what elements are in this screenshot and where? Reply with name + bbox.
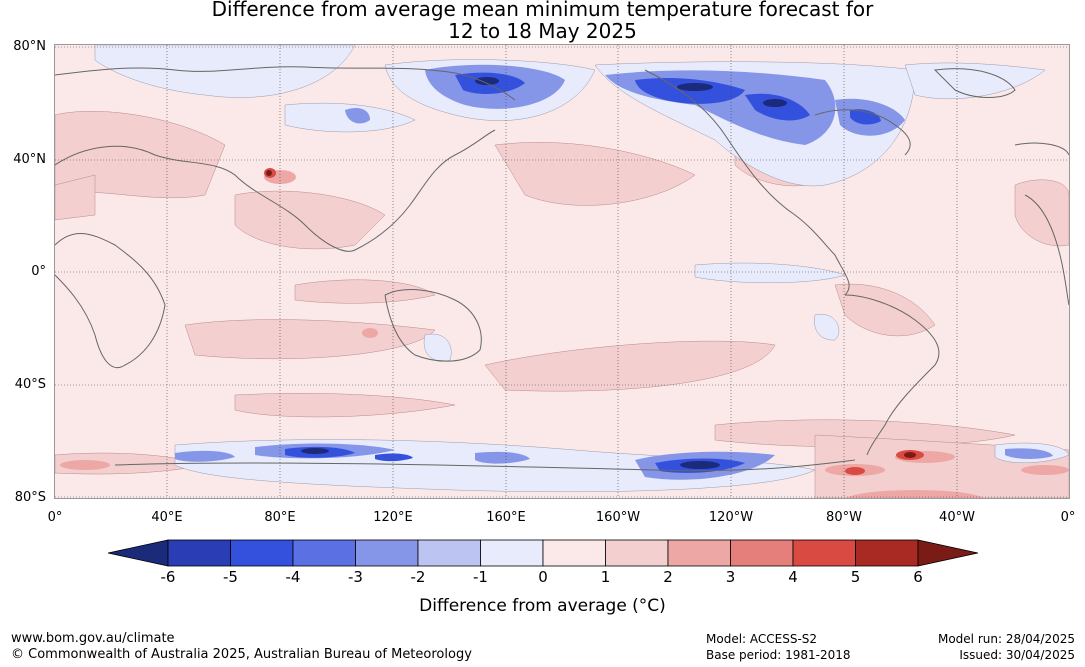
model-run-text: Model run: 28/04/2025: [937, 632, 1075, 646]
lon-label: 0°: [1060, 510, 1076, 525]
colorbar: [108, 539, 978, 567]
lon-label: 40°E: [151, 510, 183, 525]
colorbar-tick-label: 0: [538, 568, 548, 586]
lon-label: 160°W: [595, 510, 641, 525]
colorbar-segment: [417, 539, 481, 567]
lat-label-80n: 80°N: [13, 39, 46, 54]
colorbar-tick-label: 6: [913, 568, 923, 586]
colorbar-tick-label: -4: [285, 568, 301, 586]
colorbar-segment: [542, 539, 606, 567]
colorbar-segment: [667, 539, 731, 567]
colorbar-segment: [730, 539, 794, 567]
map-field: [55, 45, 1069, 498]
colorbar-segment: [605, 539, 669, 567]
colorbar-tick-label: 4: [788, 568, 798, 586]
colorbar-segment: [292, 539, 356, 567]
issued-text: Issued: 30/04/2025: [959, 648, 1075, 662]
colorbar-tick-label: -3: [348, 568, 363, 586]
lon-label: 0°: [47, 510, 63, 525]
colorbar-segment: [480, 539, 544, 567]
chart-title-line1: Difference from average mean minimum tem…: [211, 0, 874, 21]
colorbar-tick-label: 3: [725, 568, 736, 586]
lon-label: 40°W: [939, 510, 975, 525]
lat-label-0: 0°: [31, 264, 46, 279]
lat-label-80s: 80°S: [14, 490, 46, 505]
lon-label: 160°E: [486, 510, 526, 525]
lat-label-40s: 40°S: [14, 377, 46, 392]
colorbar-extend-low: [108, 539, 169, 567]
lon-label: 120°W: [708, 510, 754, 525]
website-text: www.bom.gov.au/climate: [11, 631, 175, 646]
colorbar-segment: [855, 539, 919, 567]
colorbar-tick-label: 2: [663, 568, 673, 586]
colorbar-segment: [792, 539, 856, 567]
lon-label: 80°W: [826, 510, 862, 525]
base-period-text: Base period: 1981-2018: [706, 648, 851, 662]
colorbar-tick-label: 1: [600, 568, 611, 586]
colorbar-segment: [167, 539, 231, 567]
colorbar-tick-label: -1: [473, 568, 488, 586]
colorbar-extend-high: [917, 539, 978, 567]
copyright-text: © Commonwealth of Australia 2025, Austra…: [11, 647, 472, 662]
colorbar-label: Difference from average (°C): [419, 596, 666, 616]
colorbar-tick-label: -5: [223, 568, 238, 586]
colorbar-tick-label: -6: [160, 568, 176, 586]
colorbar-tick-label: -2: [410, 568, 426, 586]
chart-title-line2: 12 to 18 May 2025: [448, 19, 637, 43]
lon-label: 80°E: [264, 510, 296, 525]
forecast-map: [55, 45, 1069, 498]
colorbar-segment: [355, 539, 419, 567]
colorbar-segment: [230, 539, 294, 567]
model-text: Model: ACCESS-S2: [706, 632, 818, 646]
lat-label-40n: 40°N: [13, 152, 46, 167]
colorbar-tick-label: 5: [850, 568, 861, 586]
lon-label: 120°E: [373, 510, 413, 525]
